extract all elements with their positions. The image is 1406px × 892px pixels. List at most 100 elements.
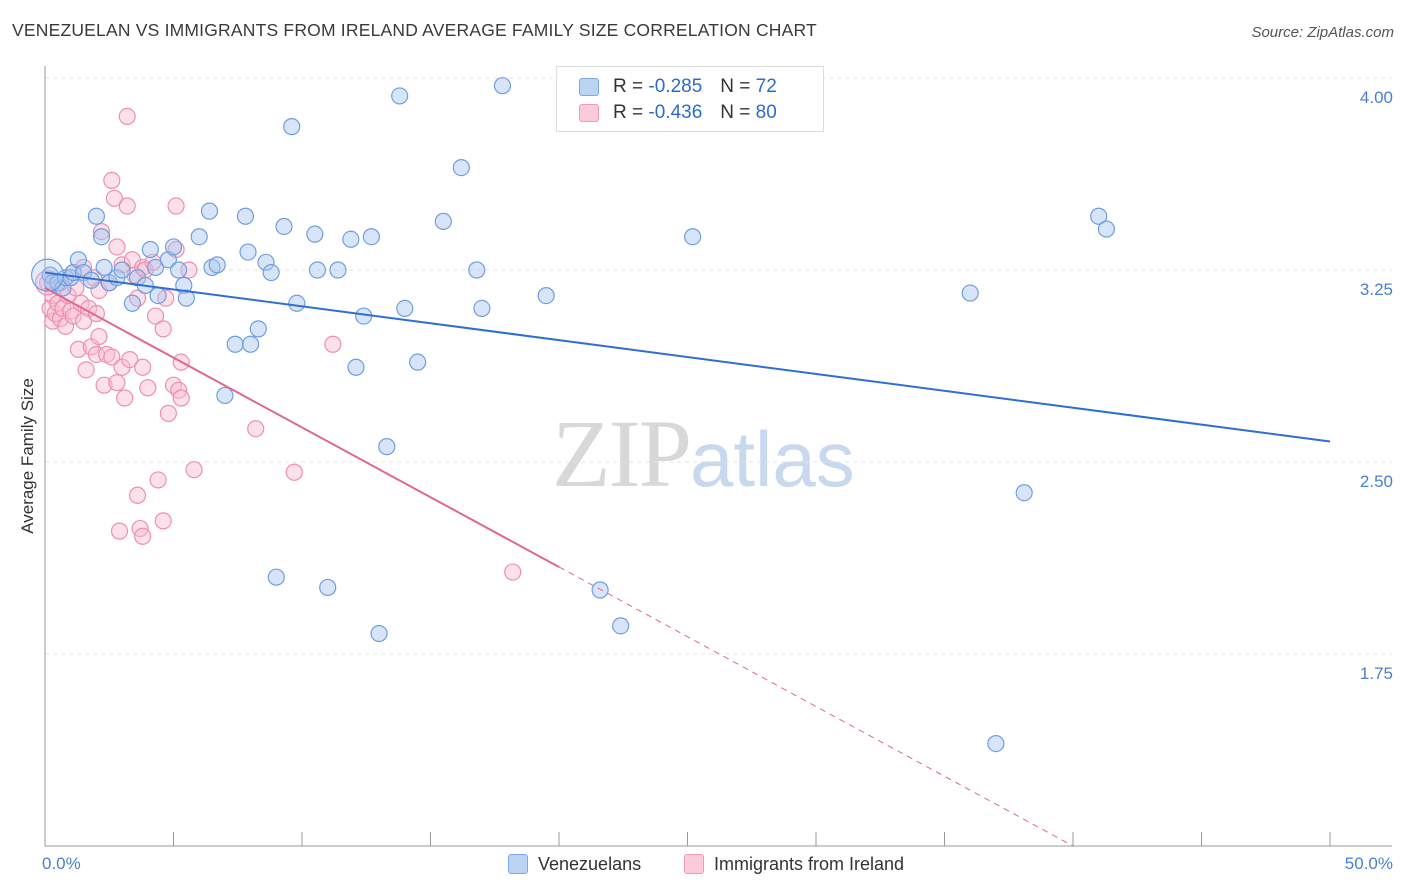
venezuelan-point <box>257 253 275 271</box>
watermark-atlas: atlas <box>690 415 855 503</box>
ireland-point <box>113 256 131 274</box>
venezuelan-point <box>1015 484 1033 502</box>
ireland-point <box>103 171 121 189</box>
venezuelan-point <box>306 225 324 243</box>
ireland-point <box>74 312 93 330</box>
ireland-point <box>103 348 121 366</box>
ireland-point <box>95 376 113 394</box>
ireland-point <box>118 107 136 126</box>
venezuelan-point <box>409 353 427 371</box>
venezuelan-point <box>141 240 159 259</box>
x-tick-label-max: 50.0% <box>1345 854 1393 873</box>
ireland-point <box>64 307 82 325</box>
n-label: N = <box>720 102 751 123</box>
venezuelan-point <box>1090 207 1108 225</box>
ireland-point <box>128 289 147 307</box>
legend-row-ireland: R = -0.436 N = 80 <box>579 101 777 125</box>
venezuelan-point <box>612 617 630 635</box>
r-label: R = <box>613 76 644 97</box>
venezuelan-point <box>396 299 414 317</box>
blue-swatch <box>508 854 528 874</box>
ireland-point <box>504 563 522 581</box>
venezuelan-point <box>370 624 388 643</box>
venezuelan-point <box>69 251 88 269</box>
ireland-point <box>185 461 203 479</box>
venezuelan-point <box>95 258 113 277</box>
ireland-point <box>167 197 185 215</box>
y-tick-label: 3.25 <box>1360 280 1393 299</box>
ireland-point <box>118 197 136 215</box>
legend-label: Immigrants from Ireland <box>714 853 905 874</box>
x-tick-label-min: 0.0% <box>42 854 81 873</box>
pink-swatch <box>579 104 599 122</box>
ireland-point <box>69 340 88 358</box>
venezuelan-point <box>591 581 609 599</box>
r-value: -0.436 <box>648 102 703 123</box>
r-value: -0.285 <box>648 76 703 97</box>
ireland-point <box>154 512 172 530</box>
ireland-point <box>110 522 129 540</box>
venezuelan-point <box>362 228 380 246</box>
venezuelan-point <box>684 228 702 246</box>
venezuelan-point <box>190 228 208 246</box>
ireland-point <box>134 527 152 545</box>
ireland-point <box>164 376 183 394</box>
venezuelan-point <box>149 287 167 305</box>
venezuelan-point <box>468 261 486 279</box>
ireland-point <box>121 351 139 369</box>
ireland-point <box>108 238 126 256</box>
venezuelan-point <box>329 261 347 279</box>
venezuelan-point <box>1097 220 1116 238</box>
venezuelan-point <box>537 287 555 305</box>
ireland-point <box>139 379 157 397</box>
ireland-points <box>34 107 522 581</box>
ireland-point <box>105 189 123 207</box>
venezuelan-point <box>239 243 257 261</box>
n-value: 72 <box>755 76 777 97</box>
venezuelan-point <box>170 261 188 279</box>
y-tick-label: 4.00 <box>1360 88 1393 107</box>
blue-swatch <box>579 78 599 96</box>
legend-item-venezuelans: Venezuelans <box>508 852 641 876</box>
ireland-point <box>90 327 108 346</box>
venezuelan-point <box>473 299 491 317</box>
axes <box>44 66 1392 847</box>
ireland-point <box>247 420 265 438</box>
venezuelan-point <box>342 230 360 248</box>
venezuelan-point <box>347 358 365 376</box>
venezuelan-point <box>164 238 183 256</box>
watermark-zip: ZIP <box>552 400 692 507</box>
ireland-point <box>146 307 165 325</box>
source-label: Source: ZipAtlas.com <box>1251 24 1394 41</box>
venezuelan-point <box>226 335 244 353</box>
venezuelan-point <box>434 212 452 230</box>
venezuelan-point <box>267 568 285 586</box>
ireland-point <box>134 358 152 376</box>
ireland-point <box>128 486 147 504</box>
ireland-trend-extension <box>558 566 1074 847</box>
venezuelan-point <box>242 335 260 353</box>
r-label: R = <box>613 102 644 123</box>
venezuelan-point <box>123 294 141 312</box>
venezuelan-point <box>275 217 293 236</box>
ireland-point <box>172 389 190 407</box>
n-label: N = <box>720 76 751 97</box>
venezuelan-point <box>146 258 165 277</box>
venezuelan-point <box>208 256 226 274</box>
venezuelan-point <box>308 261 327 279</box>
ireland-point <box>285 463 303 481</box>
y-tick-label: 1.75 <box>1360 664 1393 683</box>
venezuelan-points <box>30 77 1116 753</box>
venezuelan-trend-line <box>44 271 1331 443</box>
chart-title: VENEZUELAN VS IMMIGRANTS FROM IRELAND AV… <box>12 20 817 40</box>
venezuelan-point <box>987 734 1005 753</box>
legend-label: Venezuelans <box>538 853 642 874</box>
ireland-point <box>108 374 126 392</box>
ireland-point <box>159 404 177 422</box>
venezuelan-point <box>378 438 396 456</box>
y-tick-label: 2.50 <box>1360 472 1393 491</box>
ireland-point <box>116 389 134 407</box>
venezuelan-point <box>113 261 131 279</box>
venezuelan-point <box>262 263 280 282</box>
